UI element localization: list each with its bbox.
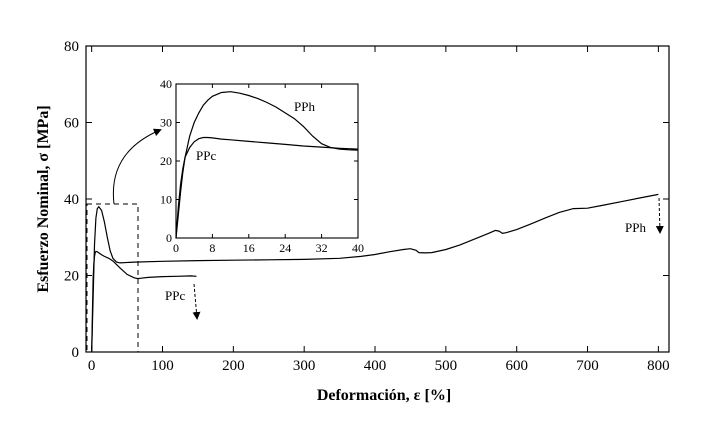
main-pph-label: PPh <box>625 220 646 235</box>
zoom-connector-arrow <box>112 128 162 205</box>
inset-pph-label: PPh <box>294 99 315 114</box>
inset-series-group <box>175 91 359 239</box>
main-y-tick-label-0: 0 <box>72 345 80 361</box>
main-x-tick-label-8: 800 <box>647 358 670 374</box>
inset-x-tick-label-1: 8 <box>209 241 215 255</box>
y-axis-label: Esfuerzo Nominal, σ [MPa] <box>35 105 52 292</box>
main-ppc-label: PPc <box>165 288 185 303</box>
inset-plot-background <box>176 84 358 238</box>
inset-x-tick-label-3: 24 <box>279 241 291 255</box>
inset-axis-ticks: 0 8 16 24 32 40 0 10 20 30 40 <box>160 77 364 255</box>
inset-y-tick-label-1: 10 <box>160 193 172 207</box>
main-x-tick-label-1: 100 <box>151 358 174 374</box>
ppc-break-arrow <box>192 283 201 320</box>
main-series-pph-line <box>91 193 659 353</box>
inset-y-tick-label-3: 30 <box>160 116 172 130</box>
main-x-tick-label-0: 0 <box>88 358 96 374</box>
main-y-tick-label-1: 20 <box>64 269 79 285</box>
main-x-tick-label-4: 400 <box>364 358 387 374</box>
inset-x-tick-label-4: 32 <box>316 241 328 255</box>
zoom-region-box <box>86 203 139 353</box>
inset-x-tick-label-2: 16 <box>243 241 255 255</box>
main-x-tick-label-2: 200 <box>222 358 245 374</box>
inset-series-pph-line <box>175 91 359 239</box>
inset-y-tick-label-0: 0 <box>166 231 172 245</box>
inset-series-ppc-line <box>175 136 359 239</box>
main-y-tick-label-3: 60 <box>64 116 79 132</box>
x-axis-label: Deformación, ε [%] <box>317 387 451 404</box>
inset-x-tick-label-0: 0 <box>173 241 179 255</box>
main-series-group <box>91 193 659 353</box>
main-x-tick-label-3: 300 <box>293 358 316 374</box>
inset-x-tick-label-5: 40 <box>352 241 364 255</box>
main-y-tick-label-2: 40 <box>64 192 79 208</box>
main-x-tick-label-7: 700 <box>576 358 599 374</box>
main-y-tick-label-4: 80 <box>64 39 79 55</box>
main-series-ppc-line <box>91 250 197 353</box>
inset-y-tick-label-2: 20 <box>160 154 172 168</box>
inset-ppc-label: PPc <box>196 148 216 163</box>
pph-break-arrow <box>655 197 664 234</box>
inset-y-tick-label-4: 40 <box>160 77 172 91</box>
main-x-tick-label-6: 600 <box>505 358 528 374</box>
main-plot-frame <box>85 45 670 353</box>
main-x-tick-label-5: 500 <box>435 358 458 374</box>
